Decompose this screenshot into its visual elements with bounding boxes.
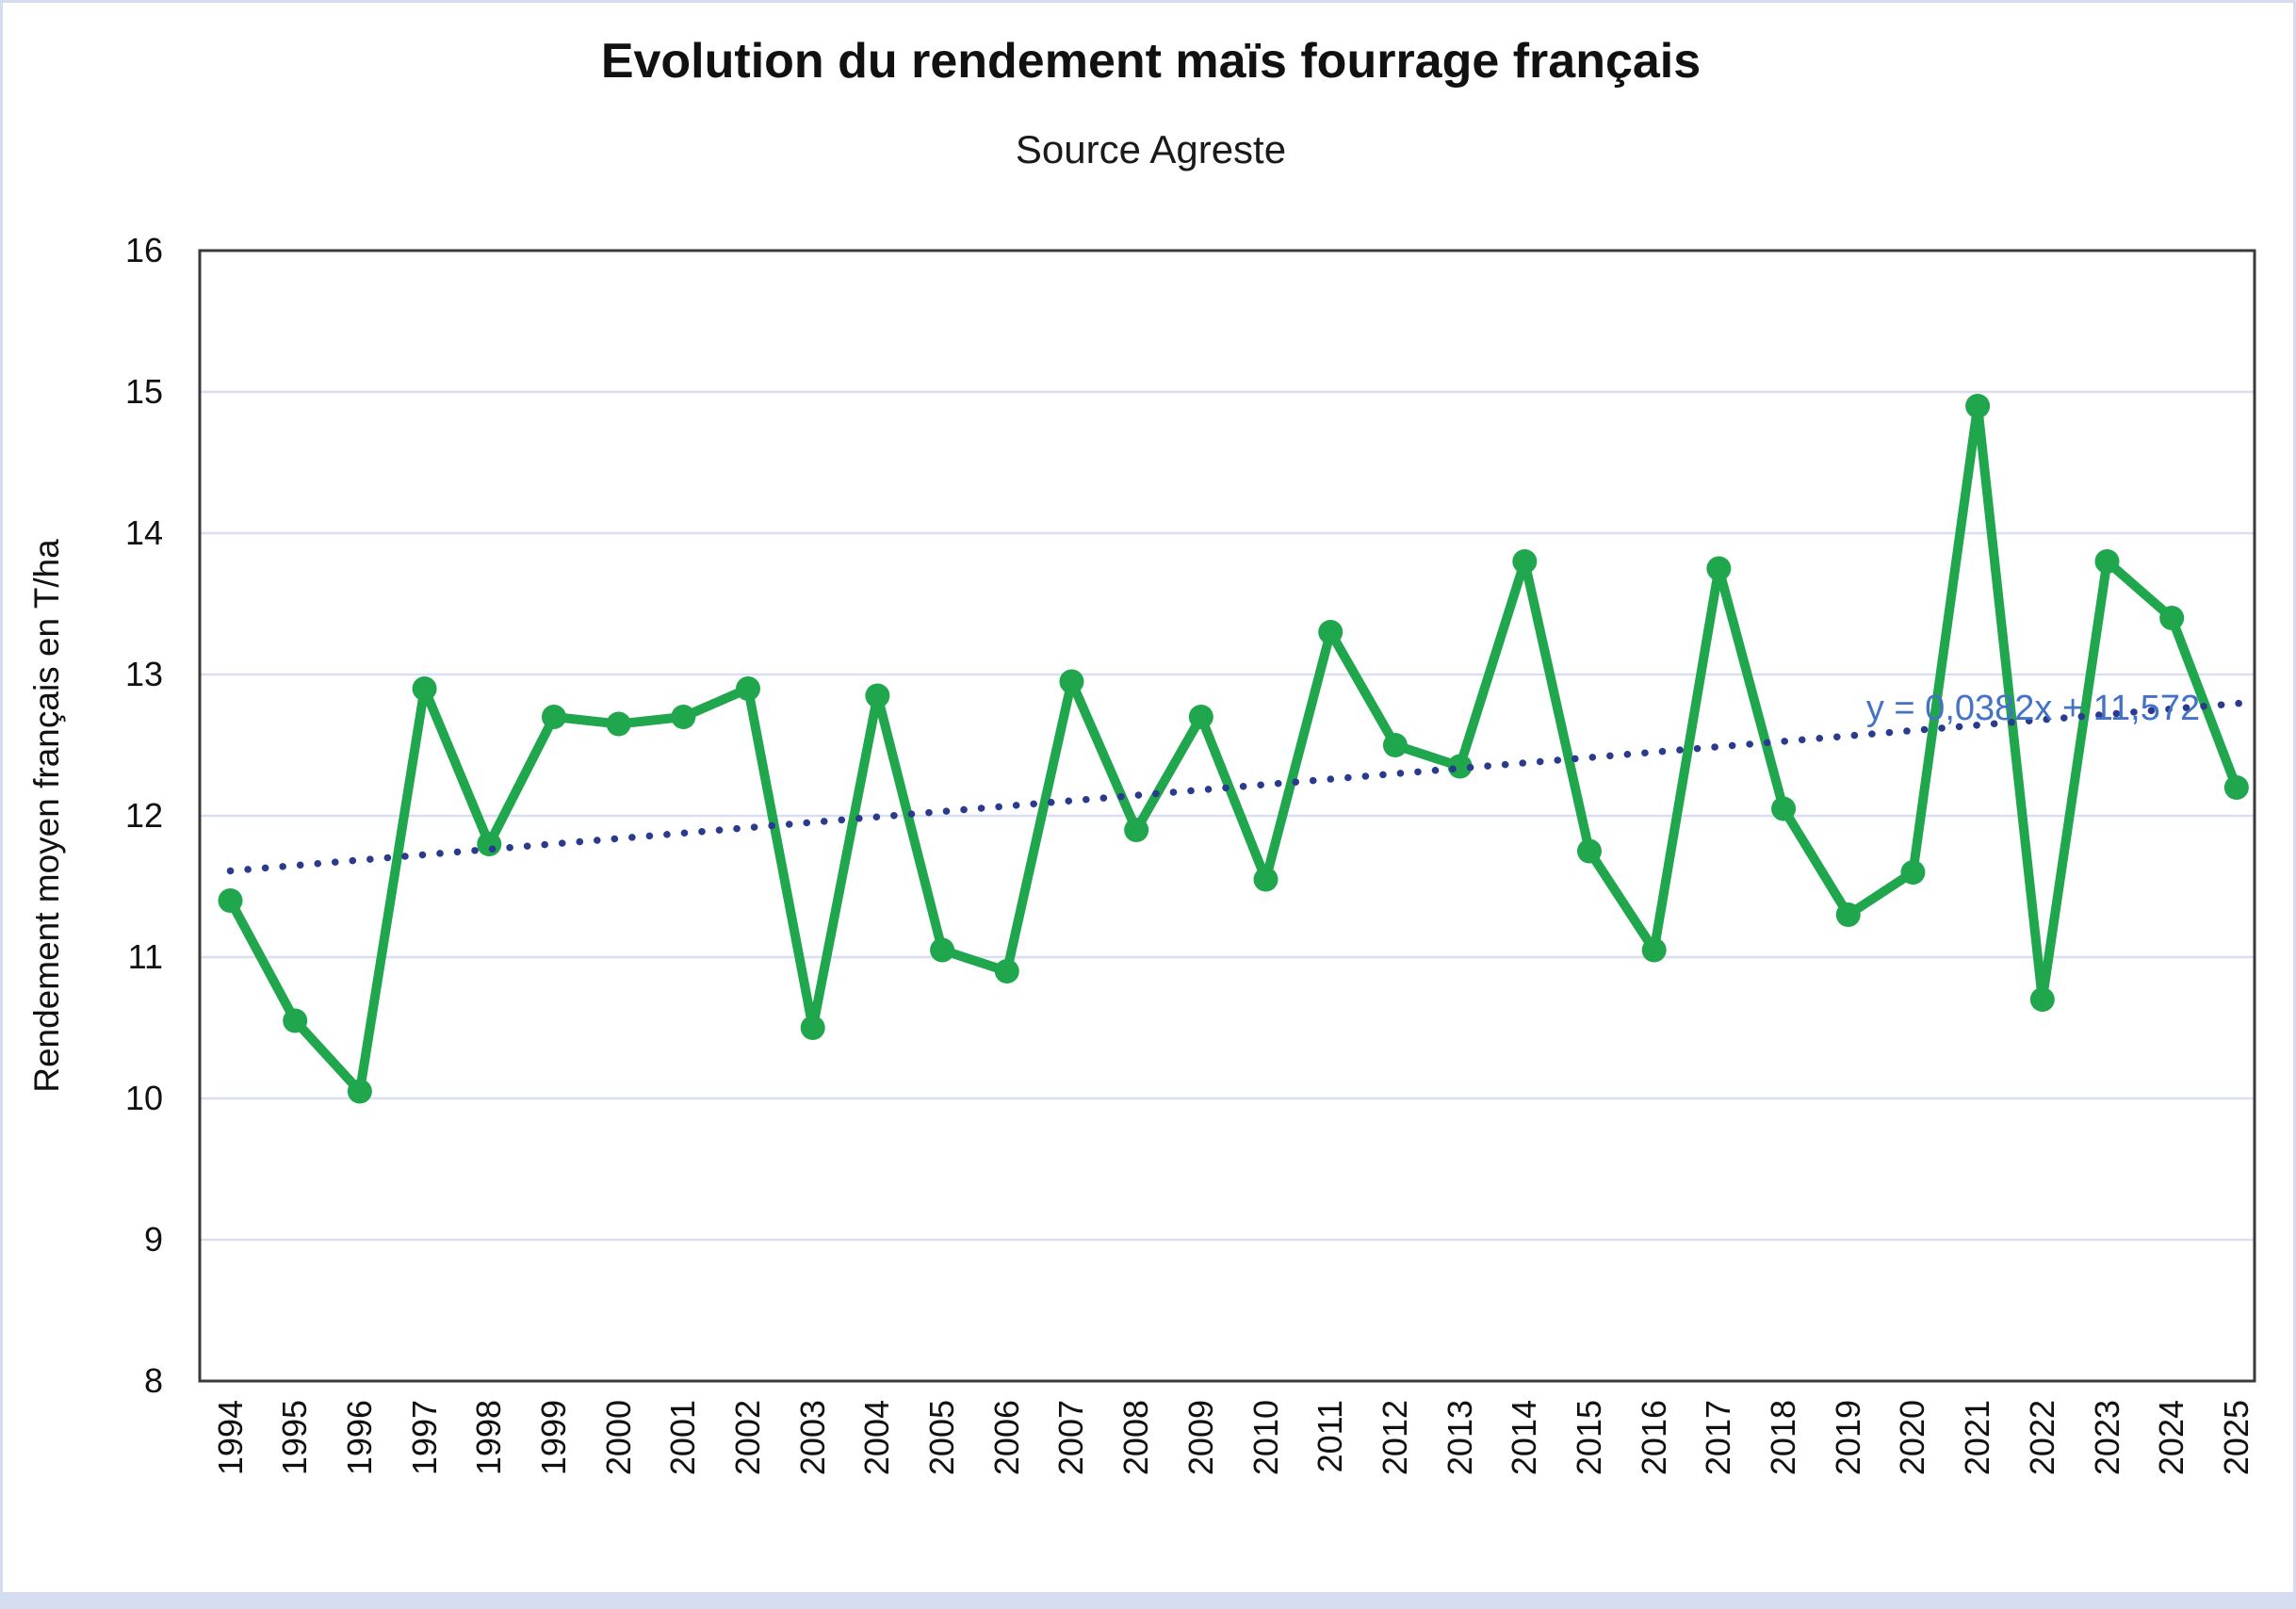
plot-border	[198, 249, 2256, 1383]
data-point-marker	[477, 832, 502, 856]
chart-subtitle: Source Agreste	[1015, 127, 1287, 171]
x-axis-tick-label: 1994	[210, 1400, 250, 1476]
x-axis-tick-label: 2010	[1246, 1400, 1285, 1476]
chart-title: Evolution du rendement maïs fourrage fra…	[600, 34, 1702, 89]
x-axis-tick-label: 2007	[1051, 1400, 1091, 1476]
x-axis-tick-label: 2018	[1764, 1400, 1803, 1476]
series-line	[225, 401, 2241, 1097]
plot-area	[198, 249, 2258, 1383]
y-axis-tick-label: 10	[124, 1079, 163, 1117]
data-point-marker	[2029, 987, 2055, 1012]
x-axis-tick-label: 2006	[986, 1400, 1026, 1476]
data-point-marker	[606, 711, 631, 737]
y-axis-tick-label: 11	[127, 937, 163, 976]
y-axis-tick-label: 13	[124, 655, 163, 693]
x-axis-tick-label: 2014	[1505, 1400, 1544, 1476]
data-point-marker	[800, 1016, 825, 1040]
x-axis-tick-label: 2022	[2022, 1400, 2061, 1476]
x-axis-tick-label: 2008	[1116, 1400, 1156, 1476]
x-axis-tick-label: 2000	[598, 1400, 638, 1476]
x-axis-tick-label: 2016	[1634, 1400, 1673, 1476]
data-point-marker	[2094, 549, 2120, 574]
data-point-marker	[1900, 860, 1926, 885]
data-point-marker	[1124, 818, 1149, 842]
data-point-marker	[1447, 754, 1473, 779]
x-axis-tick-label: 2023	[2087, 1400, 2126, 1476]
data-point-marker	[1641, 937, 1667, 963]
x-axis-tick-label: 2025	[2216, 1400, 2255, 1476]
bottom-edge-strip	[3, 1592, 2293, 1606]
x-axis-tick-label: 2004	[857, 1400, 897, 1476]
x-axis-tick-label: 2015	[1569, 1400, 1608, 1476]
x-axis-tick-label: 1997	[404, 1400, 444, 1476]
trendline	[226, 698, 2258, 875]
data-point-marker	[671, 705, 696, 729]
data-point-marker	[2223, 775, 2249, 800]
y-axis-tick-label: 16	[124, 231, 163, 269]
x-axis-tick-label: 2021	[1958, 1400, 1997, 1476]
y-axis-tick-label: 12	[124, 796, 163, 835]
x-axis-tick-label: 1998	[469, 1400, 509, 1476]
x-axis-tick-label: 2024	[2152, 1400, 2191, 1476]
x-axis-tick-label: 1999	[533, 1400, 573, 1476]
data-point-marker	[736, 676, 761, 701]
x-axis-tick-label: 2002	[728, 1400, 768, 1476]
data-point-marker	[994, 959, 1019, 983]
x-axis-tick-label: 2013	[1440, 1400, 1479, 1476]
data-point-marker	[218, 888, 243, 913]
x-axis-tick-label: 2012	[1375, 1400, 1414, 1476]
data-point-marker	[1771, 796, 1797, 821]
y-axis-tick-label: 8	[143, 1361, 163, 1400]
data-point-marker	[1382, 733, 1408, 757]
trendline-equation-label: y = 0,0382x + 11,572	[1865, 689, 2201, 728]
data-point-marker	[1188, 705, 1213, 729]
x-axis-tick-label: 2003	[792, 1400, 832, 1476]
x-axis-tick-label: 1995	[275, 1400, 315, 1476]
data-point-marker	[930, 937, 955, 963]
data-point-marker	[1318, 620, 1343, 644]
x-axis-tick-label: 2009	[1181, 1400, 1220, 1476]
data-point-marker	[283, 1008, 308, 1033]
data-point-marker	[1253, 867, 1278, 892]
data-point-marker	[865, 683, 890, 708]
data-point-marker	[541, 705, 566, 729]
data-point-marker	[1706, 556, 1732, 581]
x-axis-tick-label: 2019	[1828, 1400, 1867, 1476]
x-axis-tick-label: 2001	[663, 1400, 703, 1476]
y-axis-tick-label: 15	[124, 372, 163, 411]
x-axis-tick-label: 2005	[922, 1400, 962, 1476]
data-point-marker	[2159, 606, 2185, 630]
y-axis-tick-label: 14	[124, 513, 163, 552]
x-axis-tick-label: 2017	[1699, 1400, 1738, 1476]
data-point-marker	[347, 1079, 372, 1104]
x-axis-tick-label: 2020	[1893, 1400, 1932, 1476]
x-axis-tick-label: 2011	[1311, 1400, 1350, 1473]
x-axis-tick-label: 1996	[339, 1400, 379, 1476]
data-point-marker	[1835, 902, 1861, 927]
data-point-marker	[412, 676, 437, 701]
data-point-marker	[1576, 838, 1602, 864]
data-point-marker	[1059, 669, 1084, 694]
data-point-marker	[1512, 549, 1538, 574]
data-point-marker	[1965, 394, 1991, 418]
y-axis-tick-label: 9	[143, 1220, 163, 1259]
